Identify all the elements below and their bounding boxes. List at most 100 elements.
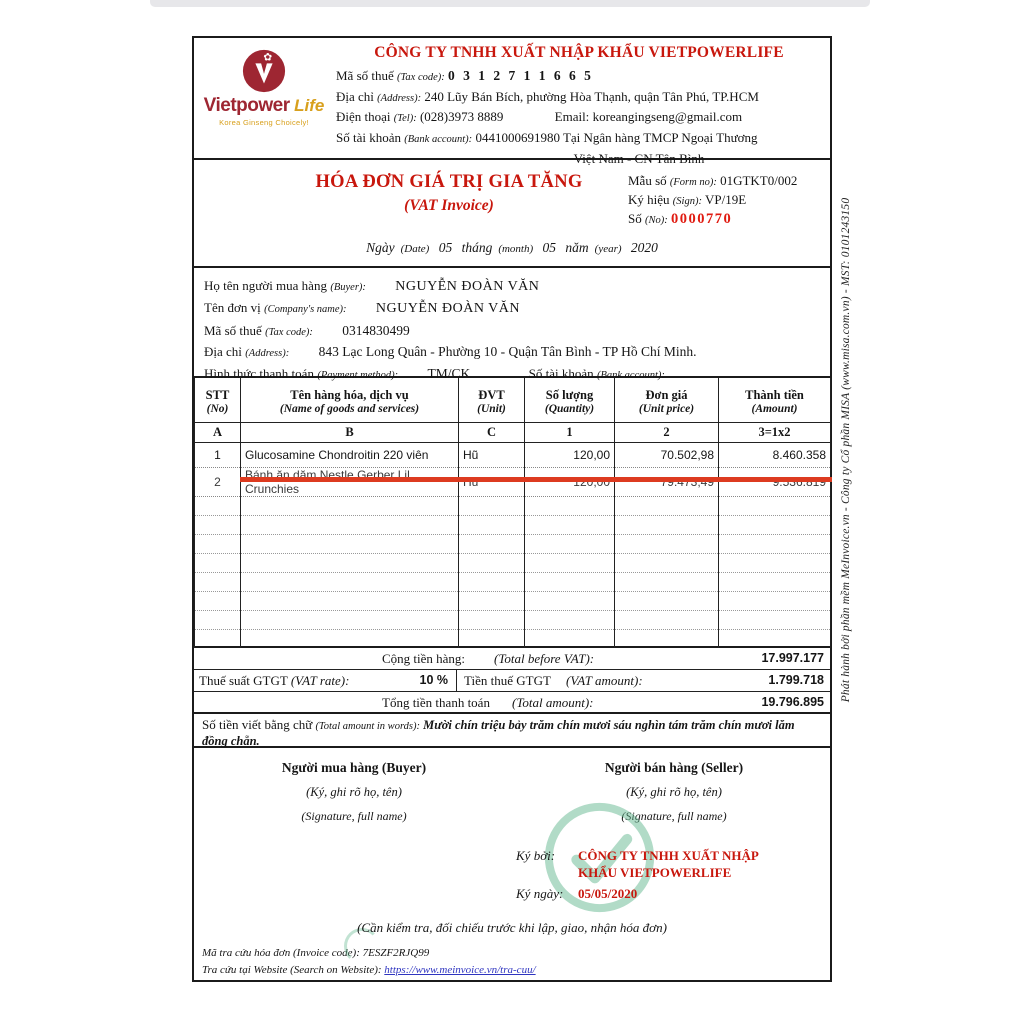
code-2: 2: [614, 422, 719, 443]
vat-rate-label-group: Thuế suất GTGT (VAT rate):: [199, 673, 349, 689]
vat-rate-cell: Thuế suất GTGT (VAT rate): 10 %: [194, 670, 457, 691]
seller-info: CÔNG TY TNHH XUẤT NHẬP KHẨU VIETPOWERLIF…: [326, 44, 822, 166]
table-code-row: A B C 1 2 3=1x2: [194, 422, 831, 443]
form-no-line: Mẫu số (Form no): 01GTKT0/002: [628, 173, 824, 189]
row1-price: 70.502,98: [614, 442, 719, 468]
month-label-en: (month): [498, 243, 534, 255]
seller-signature-title: Người bán hàng (Seller): [604, 760, 744, 775]
buyer-address: 843 Lạc Long Quân - Phường 10 - Quận Tân…: [318, 344, 697, 360]
signed-date-row: Ký ngày: 05/05/2020: [516, 886, 791, 902]
invoice-number-label-en: (No):: [644, 215, 668, 226]
total-label: Tổng tiền thanh toán: [382, 695, 490, 710]
seller-header-section: ✿ Vietpower Life Korea Ginseng Choicely!…: [194, 38, 830, 166]
row1-amount: 8.460.358: [718, 442, 831, 468]
publisher-side-note: Phát hành bởi phần mềm MeInvoice.vn - Cô…: [840, 197, 852, 703]
seller-tax-code: 0 3 1 2 7 1 1 6 6 5: [448, 68, 594, 83]
seller-bank-line: Số tài khoản (Bank account): 04410006919…: [336, 129, 822, 147]
search-website-label: Tra cứu tại Website (Search on Website):: [202, 963, 382, 976]
date-year: 2020: [630, 240, 658, 255]
watermark-arc-decoration: [344, 928, 380, 964]
row1-qty: 120,00: [524, 442, 615, 468]
amount-in-words: Mười chín triệu bảy trăm chín mươi sáu n…: [202, 718, 795, 748]
vat-row: Thuế suất GTGT (VAT rate): 10 % Tiền thu…: [194, 670, 830, 692]
total-row: Tổng tiền thanh toán (Total amount): 19.…: [194, 692, 830, 714]
signed-date: 05/05/2020: [578, 885, 638, 901]
date-label: Ngày: [366, 240, 395, 255]
seller-address-line: Địa chỉ (Address): 240 Lũy Bán Bích, phư…: [336, 88, 822, 106]
vat-amount-value: 1.799.718: [768, 673, 824, 687]
row1-no: 1: [194, 442, 241, 468]
header-qty: Số lượng (Quantity): [524, 378, 615, 423]
seller-email-label: Email:: [554, 109, 590, 125]
buyer-payment-line: Hình thức thanh toán (Payment method): T…: [204, 365, 820, 384]
subtotal-label-en: (Total before VAT):: [494, 651, 595, 666]
buyer-signature-note-en: (Signature, full name): [301, 809, 407, 823]
seller-address-label-en: (Address):: [377, 92, 422, 104]
buyer-address-label-en: (Address):: [245, 348, 290, 360]
row2-no: 2: [194, 467, 241, 497]
serial-value: VP/19E: [704, 192, 747, 207]
seller-signature-block: Người bán hàng (Seller) (Ký, ghi rõ họ, …: [514, 760, 834, 824]
seller-company-name: CÔNG TY TNHH XUẤT NHẬP KHẨU VIETPOWERLIF…: [374, 44, 784, 61]
buyer-section: Họ tên người mua hàng (Buyer): NGUYỄN ĐO…: [194, 268, 830, 381]
serial-label: Ký hiệu: [628, 192, 670, 207]
seller-bank-label-en: (Bank account):: [404, 134, 473, 146]
payment-method: TM/CK: [427, 365, 471, 381]
buyer-signature-block: Người mua hàng (Buyer) (Ký, ghi rõ họ, t…: [194, 760, 514, 824]
logo-brand-main: Vietpower: [203, 95, 290, 116]
total-label-en: (Total amount):: [512, 695, 594, 710]
table-empty-row: [194, 572, 831, 592]
invoice-meta-block: Mẫu số (Form no): 01GTKT0/002 Ký hiệu (S…: [628, 170, 824, 228]
buyer-company-label-en: (Company's name):: [264, 304, 347, 316]
seller-bank-label: Số tài khoản: [336, 130, 401, 146]
code-a: A: [194, 422, 241, 443]
vat-rate-value: 10 %: [419, 673, 449, 687]
invoice-number-label: Số: [628, 211, 642, 226]
seller-tel-line: Điện thoại (Tel): (028)3973 8889 Email: …: [336, 108, 822, 126]
table-empty-row: [194, 610, 831, 630]
invoice-number-line: Số (No): 0000770: [628, 211, 824, 228]
search-website-link[interactable]: https://www.meinvoice.vn/tra-cuu/: [384, 963, 536, 976]
date-month: 05: [542, 240, 557, 255]
seller-logo: ✿ Vietpower Life Korea Ginseng Choicely!: [202, 44, 326, 154]
header-name: Tên hàng hóa, dịch vụ (Name of goods and …: [240, 378, 459, 423]
row1-unit: Hũ: [458, 442, 525, 468]
digital-signature-block: Ký bởi: CÔNG TY TNHH XUẤT NHẬP KHẨU VIET…: [516, 848, 791, 902]
logo-brand-text: Vietpower Life: [202, 96, 326, 115]
code-1: 1: [524, 422, 615, 443]
code-b: B: [240, 422, 459, 443]
seller-signature-note-en: (Signature, full name): [621, 809, 727, 823]
table-empty-row: [194, 629, 831, 648]
signature-section: Người mua hàng (Buyer) (Ký, ghi rõ họ, t…: [194, 748, 830, 964]
payment-method-label-en: (Payment method):: [317, 369, 399, 381]
table-row-1: 1 Glucosamine Chondroitin 220 viên Hũ 12…: [194, 442, 831, 468]
signed-by-row: Ký bởi: CÔNG TY TNHH XUẤT NHẬP KHẨU VIET…: [516, 848, 791, 882]
buyer-tax-line: Mã số thuế (Tax code): 0314830499: [204, 322, 820, 341]
table-empty-row: [194, 496, 831, 516]
buyer-tax-label: Mã số thuế: [204, 322, 262, 338]
seller-email-part: Email: koreangingseng@gmail.com: [555, 109, 742, 124]
buyer-company: NGUYỄN ĐOÀN VĂN: [375, 301, 521, 317]
vat-amount-label-en: (VAT amount):: [566, 673, 643, 688]
buyer-name: NGUYỄN ĐOÀN VĂN: [395, 278, 540, 294]
footer-section: Mã tra cứu hóa đơn (Invoice code): 7ESZF…: [194, 942, 830, 982]
buyer-company-label: Tên đơn vị: [204, 300, 261, 316]
invoice-title-block: HÓA ĐƠN GIÁ TRỊ GIA TĂNG (VAT Invoice): [254, 172, 644, 215]
header-stt: STT (No): [194, 378, 241, 423]
year-label: năm: [565, 240, 589, 255]
seller-tax-label-en: (Tax code):: [397, 72, 445, 83]
header-amount: Thành tiền (Amount): [718, 378, 831, 423]
buyer-name-label-en: (Buyer):: [330, 281, 366, 293]
digital-signature-checkmark-icon: [544, 802, 655, 913]
cancellation-strike-line: [240, 477, 832, 482]
buyer-address-label: Địa chỉ: [204, 344, 242, 360]
seller-tel: (028)3973 8889: [419, 109, 504, 125]
search-website-line: Tra cứu tại Website (Search on Website):…: [202, 962, 822, 979]
serial-label-en: (Sign):: [672, 196, 702, 207]
verification-note: (Cần kiểm tra, đối chiếu trước khi lập, …: [357, 920, 667, 935]
buyer-signature-note-vi: (Ký, ghi rõ họ, tên): [306, 785, 402, 799]
seller-address: 240 Lũy Bán Bích, phường Hòa Thạnh, quận…: [424, 88, 759, 104]
header-unit: ĐVT (Unit): [458, 378, 525, 423]
invoice-title-en: (VAT Invoice): [404, 197, 494, 214]
